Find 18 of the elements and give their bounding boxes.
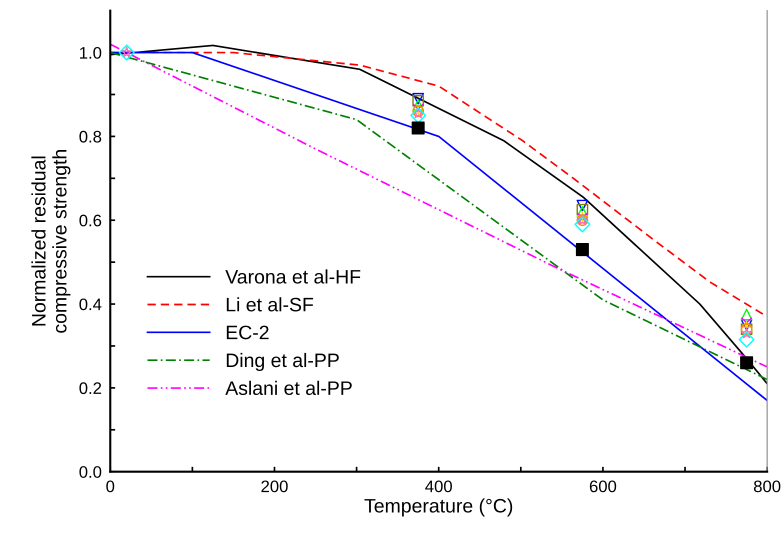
x-tick-label: 200 <box>261 480 288 492</box>
x-tick-label: 400 <box>425 480 452 492</box>
y-axis-title: Normalized residual compressive strength <box>31 150 70 333</box>
legend-label: EC-2 <box>226 326 269 340</box>
y-tick-label: 0.2 <box>79 382 102 394</box>
y-tick-label: 1.0 <box>80 46 102 59</box>
legend-label: Varona et al-HF <box>225 269 360 284</box>
x-tick-label: 600 <box>590 480 616 492</box>
x-tick-label: 800 <box>754 480 780 492</box>
y-tick-label: 0.6 <box>79 214 102 226</box>
text: 0.0 <box>79 466 102 478</box>
y-tick-label: 0.4 <box>79 298 102 310</box>
legend-label: Aslani et al-PP <box>225 380 352 396</box>
legend-label: Ding et al-PP <box>226 352 339 372</box>
legend-label: Li et al-SF <box>226 297 314 312</box>
x-axis-title: Temperature (°C) <box>364 498 512 516</box>
x-tick-label: 0 <box>106 480 114 492</box>
y-tick-label: 0.8 <box>79 130 102 143</box>
